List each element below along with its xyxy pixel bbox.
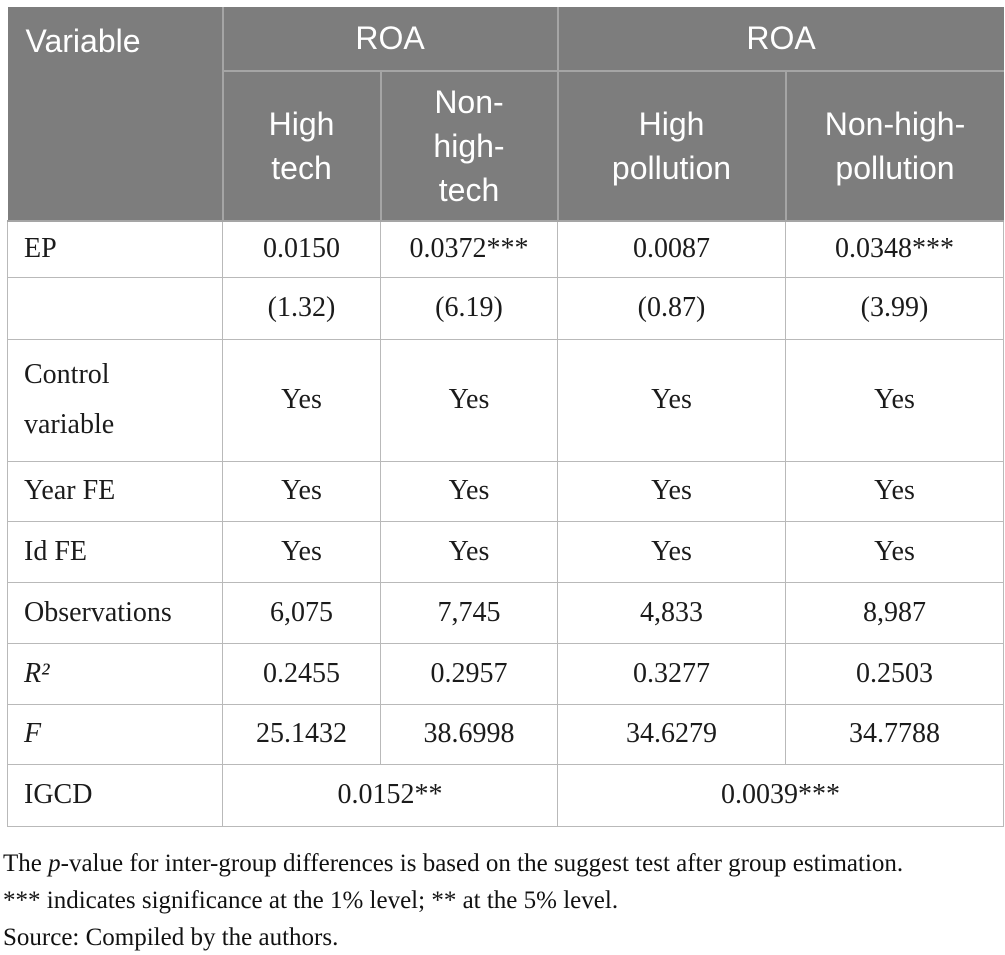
table-body: EP 0.0150 0.0372*** 0.0087 0.0348*** (1.… xyxy=(7,220,1004,827)
value-cell: 0.2455 xyxy=(222,642,381,705)
header-non-high-pollution: Non-high-pollution xyxy=(784,70,1004,222)
header-group-row: Variable ROA ROA xyxy=(7,7,1004,222)
value-cell: 0.3277 xyxy=(557,642,786,705)
value-cell: Yes xyxy=(222,338,381,462)
header-non-high-tech: Non-high-tech xyxy=(379,70,559,222)
header-roa-pollution-group: ROA xyxy=(556,7,1004,72)
row-label: Observations xyxy=(7,581,223,644)
value-cell: 0.2957 xyxy=(380,642,558,705)
igcd-tech-value: 0.0152** xyxy=(222,763,558,827)
value-cell: 0.0087 xyxy=(557,220,786,278)
table-row-id-fe: Id FE Yes Yes Yes Yes xyxy=(7,520,1004,583)
igcd-pollution-value: 0.0039*** xyxy=(557,763,1004,827)
header-variable: Variable xyxy=(7,7,224,222)
value-cell: (0.87) xyxy=(557,276,786,340)
table-row-control-variable: Control variable Yes Yes Yes Yes xyxy=(7,338,1004,462)
value-cell: 38.6998 xyxy=(380,703,558,765)
value-cell: 0.0372*** xyxy=(380,220,558,278)
footnote-pvalue: The p-value for inter-group differences … xyxy=(3,845,1003,882)
value-cell: Yes xyxy=(380,460,558,522)
table-row-f-statistic: F 25.1432 38.6998 34.6279 34.7788 xyxy=(7,703,1004,765)
header-non-high-tech-label: Non-high-tech xyxy=(433,84,505,208)
value-cell: 0.2503 xyxy=(785,642,1004,705)
row-label xyxy=(7,276,223,340)
row-label: Year FE xyxy=(7,460,223,522)
footnote-pvalue-post: -value for inter-group differences is ba… xyxy=(60,849,904,877)
header-roa-tech-group: ROA xyxy=(221,7,559,72)
value-cell: 8,987 xyxy=(785,581,1004,644)
value-cell: (1.32) xyxy=(222,276,381,340)
value-cell: 6,075 xyxy=(222,581,381,644)
header-high-tech: High tech xyxy=(221,70,382,222)
value-cell: (3.99) xyxy=(785,276,1004,340)
value-cell: Yes xyxy=(557,338,786,462)
table-footnotes: The p-value for inter-group differences … xyxy=(3,845,1003,955)
footnote-pvalue-italic-p: p xyxy=(48,849,61,877)
header-high-pollution: High pollution xyxy=(556,70,787,222)
table-row-year-fe: Year FE Yes Yes Yes Yes xyxy=(7,460,1004,522)
footnote-pvalue-pre: The xyxy=(3,849,49,877)
footnote-significance: *** indicates significance at the 1% lev… xyxy=(3,886,619,914)
value-cell: Yes xyxy=(785,460,1004,522)
footnote-source: Source: Compiled by the authors. xyxy=(3,923,339,951)
row-label: EP xyxy=(7,220,223,278)
value-cell: Yes xyxy=(785,338,1004,462)
value-cell: Yes xyxy=(222,520,381,583)
value-cell: Yes xyxy=(380,520,558,583)
row-label: Id FE xyxy=(7,520,223,583)
table-row-tstat: (1.32) (6.19) (0.87) (3.99) xyxy=(7,276,1004,340)
header-high-tech-label: High tech xyxy=(268,106,335,186)
value-cell: Yes xyxy=(785,520,1004,583)
value-cell: Yes xyxy=(222,460,381,522)
table-row-observations: Observations 6,075 7,745 4,833 8,987 xyxy=(7,581,1004,644)
value-cell: 0.0150 xyxy=(222,220,381,278)
row-label-text: Control variable xyxy=(24,359,115,440)
value-cell: 7,745 xyxy=(380,581,558,644)
value-cell: Yes xyxy=(557,460,786,522)
value-cell: 0.0348*** xyxy=(785,220,1004,278)
row-label: F xyxy=(7,703,223,765)
row-label: R² xyxy=(7,642,223,705)
value-cell: 34.7788 xyxy=(785,703,1004,765)
table-row-igcd: IGCD 0.0152** 0.0039*** xyxy=(7,763,1004,827)
value-cell: Yes xyxy=(557,520,786,583)
regression-results-table: Variable ROA ROA High tech Non-high-tech… xyxy=(7,7,1004,827)
table-row-ep: EP 0.0150 0.0372*** 0.0087 0.0348*** xyxy=(7,220,1004,278)
value-cell: 25.1432 xyxy=(222,703,381,765)
value-cell: (6.19) xyxy=(380,276,558,340)
value-cell: Yes xyxy=(380,338,558,462)
row-label: Control variable xyxy=(7,338,223,462)
value-cell: 34.6279 xyxy=(557,703,786,765)
table-row-r-squared: R² 0.2455 0.2957 0.3277 0.2503 xyxy=(7,642,1004,705)
row-label: IGCD xyxy=(7,763,223,827)
header-high-pollution-label: High pollution xyxy=(611,106,732,186)
header-sub-row: High tech Non-high-tech High pollution N… xyxy=(8,70,1004,222)
table-header: Variable ROA ROA High tech Non-high-tech… xyxy=(7,7,1004,222)
header-non-high-pollution-label: Non-high-pollution xyxy=(824,106,966,186)
value-cell: 4,833 xyxy=(557,581,786,644)
